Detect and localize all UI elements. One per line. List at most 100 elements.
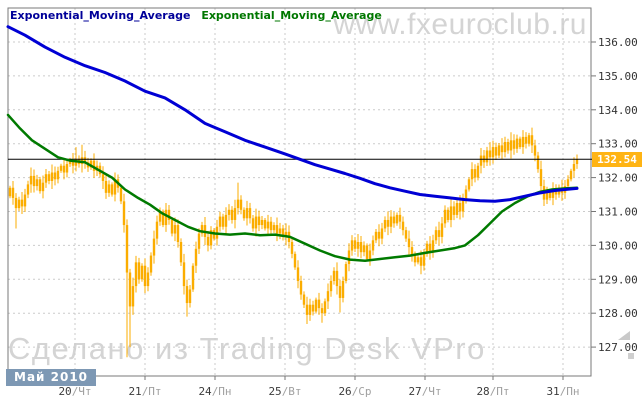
legend-ema-green-label: Exponential_Moving_Average <box>201 9 382 22</box>
candle-body <box>32 175 36 187</box>
watermark-made-with: Сделано из Trading Desk VPro <box>8 331 486 366</box>
candle-body <box>107 184 111 193</box>
legend-ema-blue-label: Exponential_Moving_Average <box>10 9 191 22</box>
date-tick-label: 27/Чт <box>408 385 441 398</box>
candle-body <box>257 216 261 226</box>
candle-body <box>353 240 357 249</box>
candle-body <box>539 169 543 187</box>
price-tick-label: 131.00 <box>598 206 638 219</box>
indicator-legend: Exponential_Moving_Average Exponential_M… <box>10 9 382 22</box>
candle-body <box>437 230 441 237</box>
candle-body <box>344 264 348 281</box>
candle-body <box>146 272 150 287</box>
price-tick-label: 135.00 <box>598 70 638 83</box>
candle-body <box>299 280 303 295</box>
candle-body <box>71 160 75 166</box>
candle-body <box>170 219 174 234</box>
candle-body <box>275 225 279 234</box>
candle-body <box>470 169 474 180</box>
candle-body <box>434 230 438 241</box>
candle-body <box>530 135 534 146</box>
candle-body <box>518 138 522 148</box>
candle-body <box>236 199 240 209</box>
candle-body <box>380 228 384 239</box>
candle-body <box>230 209 234 220</box>
candle-body <box>83 157 87 163</box>
candle-body <box>476 165 480 178</box>
candle-body <box>17 199 21 209</box>
price-tick-label: 132.00 <box>598 172 638 185</box>
candle-body <box>491 147 495 158</box>
candle-body <box>497 145 501 156</box>
candle-body <box>392 216 396 224</box>
candle-body <box>224 214 228 227</box>
candle-body <box>509 140 513 151</box>
ema-line <box>6 113 579 262</box>
candle-body <box>473 169 477 178</box>
candle-body <box>293 253 297 268</box>
candle-body <box>533 145 537 156</box>
candle-body <box>56 170 60 180</box>
candle-body <box>104 180 108 193</box>
candle-body <box>479 155 483 166</box>
candle-body <box>206 236 210 246</box>
candle-body <box>443 209 447 224</box>
candle-body <box>458 203 462 212</box>
candle-body <box>347 250 351 265</box>
candle-body <box>26 184 30 195</box>
candle-body <box>281 228 285 237</box>
candle-body <box>128 272 132 307</box>
candle-body <box>131 286 135 307</box>
candle-body <box>140 265 144 280</box>
candle-body <box>260 219 264 226</box>
candle-body <box>545 191 549 200</box>
candle-body <box>41 182 45 192</box>
candle-body <box>527 135 531 144</box>
candle-body <box>263 219 267 229</box>
candle-body <box>488 150 492 158</box>
candle-body <box>428 243 432 253</box>
candle-body <box>194 248 198 266</box>
candle-body <box>575 159 579 165</box>
candle-body <box>416 257 420 263</box>
candle-body <box>422 253 426 266</box>
candle-body <box>209 230 213 246</box>
candle-body <box>356 242 360 249</box>
candle-body <box>278 228 282 234</box>
resize-grip-dot-icon <box>628 353 634 359</box>
candle-body <box>182 262 186 287</box>
candle-body <box>197 233 201 249</box>
candle-body <box>314 299 318 312</box>
candle-body <box>53 172 57 180</box>
candle-body <box>65 164 69 173</box>
candle-body <box>464 189 468 200</box>
candle-body <box>449 206 453 220</box>
candle-body <box>413 255 417 263</box>
candle-body <box>290 242 294 254</box>
date-tick-label: 26/Ср <box>338 385 371 398</box>
candle-body <box>80 157 84 165</box>
price-tick-label: 128.00 <box>598 307 638 320</box>
candle-body <box>161 211 165 226</box>
candle-body <box>341 280 345 298</box>
candle-body <box>302 294 306 305</box>
candle-body <box>440 223 444 237</box>
candle-body <box>164 209 168 226</box>
candle-body <box>254 216 258 229</box>
resize-grip-icon[interactable] <box>618 331 630 340</box>
candle-body <box>377 231 381 239</box>
candle-body <box>35 179 39 187</box>
candle-body <box>221 216 225 227</box>
candle-body <box>188 289 192 304</box>
candle-body <box>461 199 465 212</box>
candle-body <box>572 164 576 171</box>
candle-body <box>515 138 519 149</box>
plot-border <box>7 7 592 377</box>
candle-body <box>362 245 366 253</box>
candle-body <box>536 155 540 170</box>
price-tick-label: 130.00 <box>598 239 638 252</box>
candle-body <box>11 187 15 198</box>
candle-body <box>419 257 423 266</box>
